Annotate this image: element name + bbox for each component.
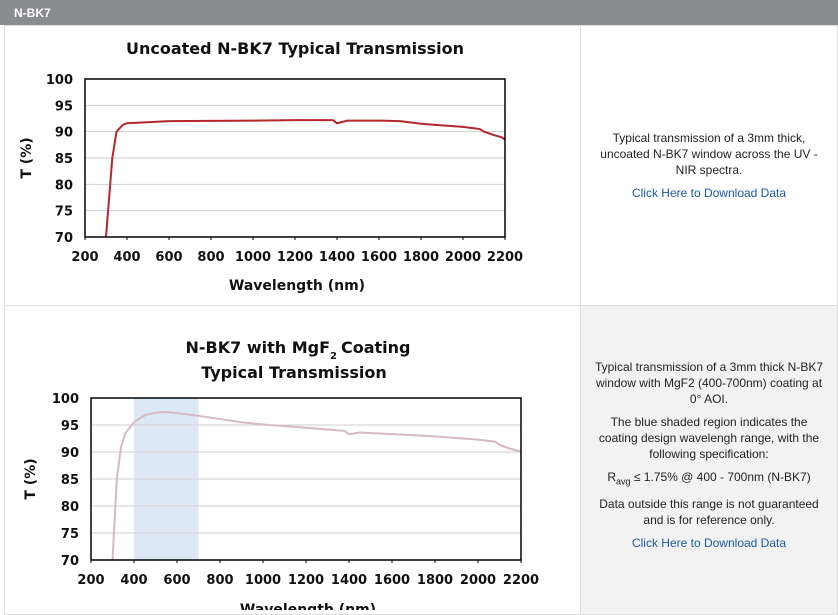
title-text: N-BK7 with MgF: [186, 338, 331, 357]
x-tick-label: 2000: [460, 573, 496, 588]
x-tick-label: 1000: [245, 573, 281, 588]
x-tick-label: 1200: [277, 250, 313, 265]
x-tick-label: 1200: [288, 573, 324, 588]
description: Typical transmission of a 3mm thick N-BK…: [594, 359, 824, 406]
y-axis-label: T (%): [19, 137, 35, 178]
y-tick-label: 70: [55, 231, 73, 246]
x-tick-label: 200: [71, 250, 98, 265]
x-tick-label: 800: [197, 250, 224, 265]
y-tick-label: 70: [61, 554, 79, 569]
x-tick-label: 2200: [487, 250, 523, 265]
x-tick-label: 400: [120, 573, 147, 588]
y-tick-label: 95: [55, 99, 73, 114]
y-tick-label: 100: [52, 392, 79, 407]
section-header: N-BK7: [0, 0, 838, 25]
x-tick-label: 1600: [374, 573, 410, 588]
specification: Ravg ≤ 1.75% @ 400 - 700nm (N-BK7): [607, 469, 810, 489]
chart-subtitle: Typical Transmission: [201, 363, 387, 382]
y-tick-label: 85: [55, 152, 73, 167]
spec-subscript: avg: [615, 476, 631, 487]
spec-symbol: R: [607, 469, 616, 484]
x-tick-label: 800: [206, 573, 233, 588]
y-tick-label: 80: [55, 178, 73, 193]
y-tick-label: 100: [46, 73, 73, 88]
y-tick-label: 80: [61, 500, 79, 515]
x-tick-label: 1800: [403, 250, 439, 265]
data-line: [111, 411, 521, 560]
y-tick-label: 90: [55, 126, 73, 141]
x-tick-label: 1800: [417, 573, 453, 588]
title-suffix: Coating: [341, 338, 411, 357]
chart-title: Uncoated N-BK7 Typical Transmission: [126, 39, 464, 58]
data-line: [105, 119, 505, 237]
spec-text: ≤ 1.75% @ 400 - 700nm (N-BK7): [633, 469, 811, 484]
x-tick-label: 600: [163, 573, 190, 588]
description: The blue shaded region indicates the coa…: [598, 414, 820, 461]
download-link[interactable]: Click Here to Download Data: [631, 536, 787, 551]
x-tick-label: 1600: [361, 250, 397, 265]
x-tick-label: 600: [155, 250, 182, 265]
x-tick-label: 2200: [503, 573, 539, 588]
charts: Uncoated N-BK7 Typical Transmission N-BK…: [19, 39, 539, 610]
x-tick-label: 400: [113, 250, 140, 265]
y-tick-label: 85: [61, 473, 79, 488]
y-tick-label: 75: [55, 205, 73, 220]
description: Typical transmission of a 3mm thick, unc…: [600, 131, 818, 177]
note: Data outside this range is not guarantee…: [599, 497, 819, 528]
x-tick-label: 200: [77, 573, 104, 588]
chart-title: N-BK7 with MgF2 Coating: [186, 338, 411, 362]
description-cell: Typical transmission of a 3mm thick N-BK…: [580, 305, 838, 615]
x-axis-label: Wavelength (nm): [229, 278, 365, 294]
plot-frame: [90, 397, 522, 561]
x-tick-label: 1400: [331, 573, 367, 588]
description-cell: Typical transmission of a 3mm thick, unc…: [580, 25, 838, 306]
x-axis-label: Wavelength (nm): [240, 602, 376, 610]
y-tick-label: 95: [61, 419, 79, 434]
title-subscript: 2: [330, 351, 337, 362]
download-link[interactable]: Click Here to Download Data: [631, 186, 787, 200]
x-tick-label: 2000: [445, 250, 481, 265]
y-tick-label: 75: [61, 527, 79, 542]
x-tick-label: 1400: [319, 250, 355, 265]
x-tick-label: 1000: [235, 250, 271, 265]
y-axis-label: T (%): [23, 458, 39, 499]
y-tick-label: 90: [61, 446, 79, 461]
plot-frame: [84, 78, 506, 238]
